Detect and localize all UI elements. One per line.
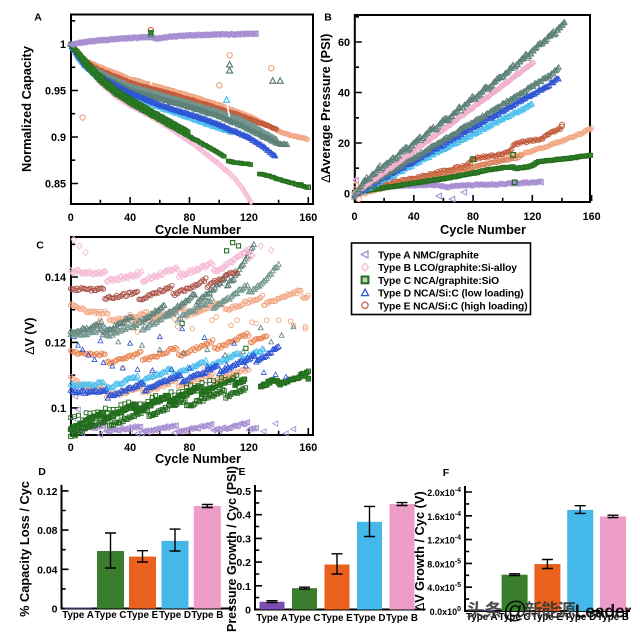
svg-text:0.5: 0.5 [236, 486, 251, 498]
svg-text:Type A: Type A [62, 610, 94, 621]
svg-text:∆V Growth / Cyc (V): ∆V Growth / Cyc (V) [412, 491, 427, 610]
svg-text:Type D: Type D [354, 613, 386, 624]
svg-text:0.0x100: 0.0x100 [430, 606, 462, 617]
svg-text:120: 120 [240, 212, 258, 224]
svg-text:0.1: 0.1 [236, 581, 251, 593]
svg-text:80: 80 [467, 211, 479, 223]
svg-text:Leader: Leader [575, 602, 632, 622]
svg-text:Type E: Type E [321, 613, 353, 624]
svg-text:Type C NCA/graphite:SiO: Type C NCA/graphite:SiO [378, 276, 499, 287]
svg-text:Type D: Type D [564, 612, 596, 623]
svg-text:Type B: Type B [386, 613, 418, 624]
svg-text:0: 0 [68, 442, 74, 454]
svg-text:120: 120 [240, 442, 258, 454]
svg-text:Cycle Number: Cycle Number [155, 451, 241, 466]
svg-text:Type C: Type C [499, 612, 531, 623]
svg-text:D: D [38, 466, 46, 478]
svg-text:Type C: Type C [289, 613, 321, 624]
svg-text:Type D: Type D [159, 610, 191, 621]
svg-text:0.04: 0.04 [37, 564, 58, 576]
svg-text:1.6x10-4: 1.6x10-4 [427, 511, 461, 522]
svg-text:160: 160 [299, 442, 317, 454]
svg-text:A: A [34, 12, 42, 24]
svg-text:40: 40 [408, 211, 420, 223]
svg-text:@: @ [503, 597, 527, 624]
svg-text:80: 80 [183, 442, 195, 454]
svg-text:80: 80 [183, 212, 195, 224]
svg-text:Type A: Type A [256, 613, 288, 624]
svg-text:∆Average Pressure (PSI): ∆Average Pressure (PSI) [318, 34, 333, 183]
svg-text:20: 20 [338, 138, 350, 150]
svg-text:1.2x10-4: 1.2x10-4 [427, 535, 461, 546]
svg-text:0.3: 0.3 [236, 533, 251, 545]
svg-text:0: 0 [68, 212, 74, 224]
svg-text:160: 160 [583, 211, 601, 223]
svg-text:0.08: 0.08 [37, 525, 58, 537]
svg-text:0.12: 0.12 [45, 337, 66, 349]
svg-text:Cycle Number: Cycle Number [155, 222, 241, 237]
svg-text:0: 0 [245, 605, 251, 617]
svg-text:1: 1 [60, 39, 66, 51]
svg-text:Type B LCO/graphite:Si-alloy: Type B LCO/graphite:Si-alloy [378, 263, 517, 274]
svg-text:Type C: Type C [95, 610, 127, 621]
svg-text:C: C [36, 240, 44, 252]
svg-text:Type B: Type B [597, 612, 629, 623]
svg-text:Type A NMC/graphite: Type A NMC/graphite [378, 251, 479, 262]
svg-text:40: 40 [124, 212, 136, 224]
svg-text:0.2: 0.2 [236, 557, 251, 569]
svg-text:0.1: 0.1 [51, 403, 66, 415]
svg-text:B: B [324, 12, 332, 24]
svg-text:Cycle Number: Cycle Number [440, 222, 526, 237]
svg-text:60: 60 [338, 37, 350, 49]
svg-text:0: 0 [344, 189, 350, 201]
svg-text:E: E [238, 466, 245, 478]
svg-text:0.12: 0.12 [37, 486, 58, 498]
svg-text:Type E NCA/Si:C (high loading): Type E NCA/Si:C (high loading) [378, 301, 528, 312]
svg-text:0.4: 0.4 [236, 510, 251, 522]
svg-text:Type D NCA/Si:C (low loading): Type D NCA/Si:C (low loading) [378, 289, 524, 300]
svg-text:4.0x10-5: 4.0x10-5 [427, 582, 461, 593]
svg-text:∆V (V): ∆V (V) [22, 318, 37, 355]
svg-text:Type B: Type B [191, 610, 223, 621]
svg-text:40: 40 [124, 442, 136, 454]
svg-text:% Capacity Loss / Cyc: % Capacity Loss / Cyc [17, 481, 32, 617]
svg-text:Type A: Type A [466, 612, 498, 623]
svg-text:Pressure Growth / Cyc (PSI): Pressure Growth / Cyc (PSI) [225, 466, 239, 632]
svg-text:8.0x10-5: 8.0x10-5 [427, 558, 461, 569]
svg-text:0.95: 0.95 [45, 86, 66, 98]
svg-text:0: 0 [351, 211, 357, 223]
svg-text:0.14: 0.14 [45, 272, 66, 284]
svg-text:0: 0 [52, 604, 58, 616]
svg-text:40: 40 [338, 88, 350, 100]
svg-text:Normalized Capacity: Normalized Capacity [19, 45, 34, 172]
svg-text:2.0x10-4: 2.0x10-4 [427, 487, 461, 498]
svg-text:Type E: Type E [127, 610, 159, 621]
svg-text:0.9: 0.9 [51, 132, 66, 144]
svg-text:F: F [443, 467, 450, 479]
svg-text:160: 160 [299, 212, 317, 224]
svg-text:0.85: 0.85 [45, 179, 66, 191]
svg-text:120: 120 [523, 211, 541, 223]
